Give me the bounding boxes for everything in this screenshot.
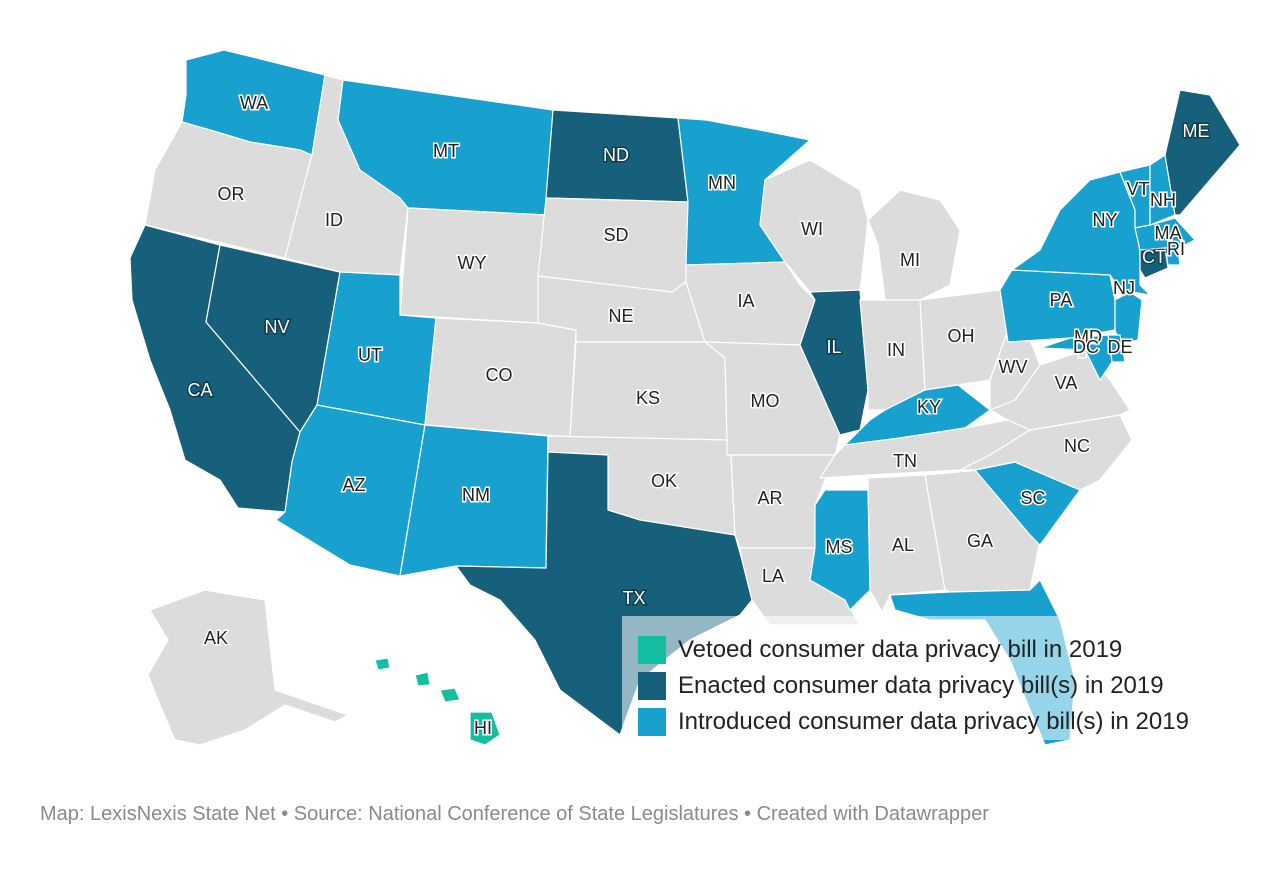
state-label-NC: NC — [1064, 436, 1090, 456]
state-ME[interactable] — [1164, 89, 1241, 216]
state-label-CO: CO — [486, 365, 513, 385]
state-label-SC: SC — [1020, 488, 1045, 508]
state-label-WA: WA — [240, 93, 268, 113]
state-SD[interactable] — [537, 197, 689, 293]
state-label-KS: KS — [636, 388, 660, 408]
state-label-AL: AL — [892, 535, 914, 555]
legend: Vetoed consumer data privacy bill in 201… — [622, 616, 1234, 740]
state-label-NE: NE — [608, 306, 633, 326]
state-label-WV: WV — [999, 357, 1028, 377]
state-label-WI: WI — [801, 219, 823, 239]
state-label-ID: ID — [325, 210, 343, 230]
state-label-RI: RI — [1167, 239, 1185, 259]
state-label-VA: VA — [1055, 373, 1078, 393]
state-label-NH: NH — [1150, 190, 1176, 210]
state-label-NJ: NJ — [1113, 278, 1135, 298]
state-label-AK: AK — [204, 628, 228, 648]
state-label-GA: GA — [967, 531, 993, 551]
state-label-IA: IA — [737, 291, 754, 311]
state-label-MS: MS — [826, 537, 853, 557]
state-label-UT: UT — [358, 345, 382, 365]
state-CT[interactable] — [1139, 247, 1169, 279]
state-label-LA: LA — [762, 566, 784, 586]
state-label-MA: MA — [1155, 223, 1182, 243]
state-HI[interactable] — [374, 657, 501, 746]
legend-item-introduced: Introduced consumer data privacy bill(s)… — [638, 708, 1189, 736]
state-label-TX: TX — [622, 588, 645, 608]
state-label-ND: ND — [603, 145, 629, 165]
state-label-OH: OH — [948, 326, 975, 346]
state-label-DE: DE — [1107, 337, 1132, 357]
state-label-DC: DC — [1073, 337, 1099, 357]
state-labels: WA OR CA NV ID MT WY UT AZ CO NM ND SD NE KS OK TX MN IA MO… — [186, 92, 1211, 740]
state-label-SD: SD — [603, 225, 628, 245]
state-DC[interactable] — [1077, 349, 1087, 359]
state-label-MI: MI — [900, 250, 920, 270]
state-label-MN: MN — [708, 173, 736, 193]
state-label-VT: VT — [1126, 179, 1149, 199]
state-label-IL: IL — [826, 337, 841, 357]
state-label-OR: OR — [218, 184, 245, 204]
legend-label-introduced: Introduced consumer data privacy bill(s)… — [678, 708, 1189, 735]
legend-item-enacted: Enacted consumer data privacy bill(s) in… — [638, 672, 1164, 700]
state-MI[interactable] — [867, 189, 961, 301]
legend-swatch-vetoed — [638, 636, 666, 664]
legend-item-vetoed: Vetoed consumer data privacy bill in 201… — [638, 636, 1122, 664]
state-MS[interactable] — [809, 489, 871, 611]
legend-swatch-introduced — [638, 708, 666, 736]
state-label-AZ: AZ — [342, 475, 365, 495]
state-label-IN: IN — [887, 340, 905, 360]
legend-label-enacted: Enacted consumer data privacy bill(s) in… — [678, 672, 1164, 699]
state-label-AR: AR — [757, 488, 782, 508]
state-label-TN: TN — [893, 451, 917, 471]
state-label-NV: NV — [264, 317, 289, 337]
legend-swatch-enacted — [638, 672, 666, 700]
state-label-MT: MT — [433, 141, 459, 161]
state-label-HI: HI — [474, 718, 492, 738]
state-NC[interactable] — [959, 414, 1133, 491]
state-label-OK: OK — [651, 471, 677, 491]
state-label-PA: PA — [1050, 290, 1073, 310]
state-label-CT: CT — [1142, 247, 1166, 267]
source-credit: Map: LexisNexis State Net • Source: Nati… — [40, 803, 989, 825]
state-label-MD: MD — [1074, 327, 1102, 347]
state-label-MO: MO — [751, 391, 780, 411]
state-label-NY: NY — [1092, 210, 1117, 230]
state-NJ[interactable] — [1114, 291, 1143, 346]
state-shapes — [129, 49, 1241, 746]
state-label-WY: WY — [458, 253, 487, 273]
state-label-ME: ME — [1183, 121, 1210, 141]
state-AK[interactable] — [147, 589, 349, 746]
legend-label-vetoed: Vetoed consumer data privacy bill in 201… — [678, 636, 1123, 663]
state-label-KY: KY — [917, 397, 941, 417]
state-label-NM: NM — [462, 485, 490, 505]
state-label-CA: CA — [187, 380, 212, 400]
